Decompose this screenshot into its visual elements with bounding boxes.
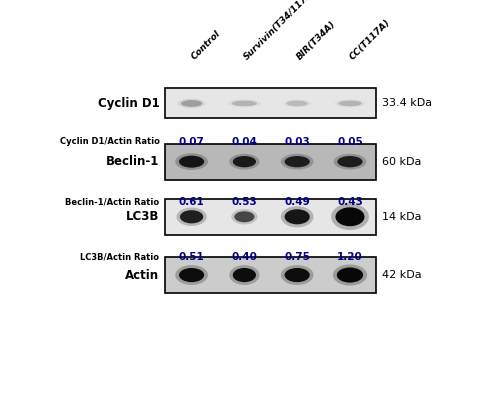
Text: Beclin-1/Actin Ratio: Beclin-1/Actin Ratio — [65, 197, 160, 206]
Ellipse shape — [179, 156, 204, 168]
Ellipse shape — [233, 156, 256, 167]
Ellipse shape — [333, 265, 367, 285]
Ellipse shape — [234, 211, 255, 222]
Ellipse shape — [232, 101, 257, 106]
Ellipse shape — [176, 207, 206, 226]
Text: 33.4 kDa: 33.4 kDa — [382, 99, 432, 108]
Text: CC(T117A): CC(T117A) — [348, 18, 392, 62]
Bar — [165, 144, 376, 180]
Ellipse shape — [336, 207, 364, 226]
Text: 0.61: 0.61 — [178, 197, 204, 207]
Text: Beclin-1: Beclin-1 — [106, 155, 160, 168]
Ellipse shape — [331, 204, 369, 230]
Bar — [165, 199, 376, 235]
Ellipse shape — [284, 209, 310, 225]
Ellipse shape — [284, 156, 310, 167]
Text: 0.40: 0.40 — [232, 252, 258, 262]
Text: 42 kDa: 42 kDa — [382, 270, 422, 280]
Text: Cyclin D1/Actin Ratio: Cyclin D1/Actin Ratio — [60, 137, 160, 146]
Bar — [165, 257, 376, 293]
Ellipse shape — [281, 265, 314, 285]
Text: BIR(T34A): BIR(T34A) — [295, 19, 338, 62]
Text: 0.51: 0.51 — [178, 252, 204, 262]
Text: LC3B: LC3B — [126, 210, 160, 223]
Ellipse shape — [284, 99, 311, 108]
Ellipse shape — [284, 268, 310, 282]
Ellipse shape — [232, 209, 258, 225]
Text: 0.04: 0.04 — [232, 137, 258, 147]
Ellipse shape — [230, 265, 260, 285]
Text: 0.49: 0.49 — [284, 197, 310, 207]
Ellipse shape — [228, 99, 261, 108]
Text: Control: Control — [190, 29, 222, 62]
Ellipse shape — [337, 267, 363, 283]
Text: 60 kDa: 60 kDa — [382, 157, 422, 166]
Text: 0.75: 0.75 — [284, 252, 310, 262]
Text: Cyclin D1: Cyclin D1 — [98, 97, 160, 110]
Ellipse shape — [286, 101, 308, 106]
Ellipse shape — [338, 101, 361, 106]
Ellipse shape — [281, 206, 314, 227]
Text: 0.43: 0.43 — [337, 197, 363, 207]
Text: 0.03: 0.03 — [284, 137, 310, 147]
Ellipse shape — [175, 153, 208, 170]
Text: 14 kDa: 14 kDa — [382, 212, 422, 222]
Ellipse shape — [180, 210, 203, 223]
Ellipse shape — [233, 268, 256, 282]
Text: Actin: Actin — [125, 269, 160, 281]
Bar — [165, 88, 376, 118]
Ellipse shape — [175, 265, 208, 285]
Text: 0.07: 0.07 — [178, 137, 204, 147]
Ellipse shape — [335, 99, 365, 108]
Text: LC3B/Actin Ratio: LC3B/Actin Ratio — [80, 252, 160, 261]
Text: 0.05: 0.05 — [337, 137, 363, 147]
Ellipse shape — [281, 154, 314, 170]
Ellipse shape — [178, 99, 206, 108]
Text: 0.53: 0.53 — [232, 197, 258, 207]
Ellipse shape — [230, 154, 260, 170]
Text: Survivin(T34/117A): Survivin(T34/117A) — [242, 0, 318, 62]
Ellipse shape — [179, 268, 204, 282]
Ellipse shape — [338, 156, 362, 167]
Ellipse shape — [334, 154, 366, 170]
Text: 1.20: 1.20 — [337, 252, 363, 262]
Ellipse shape — [181, 100, 202, 107]
